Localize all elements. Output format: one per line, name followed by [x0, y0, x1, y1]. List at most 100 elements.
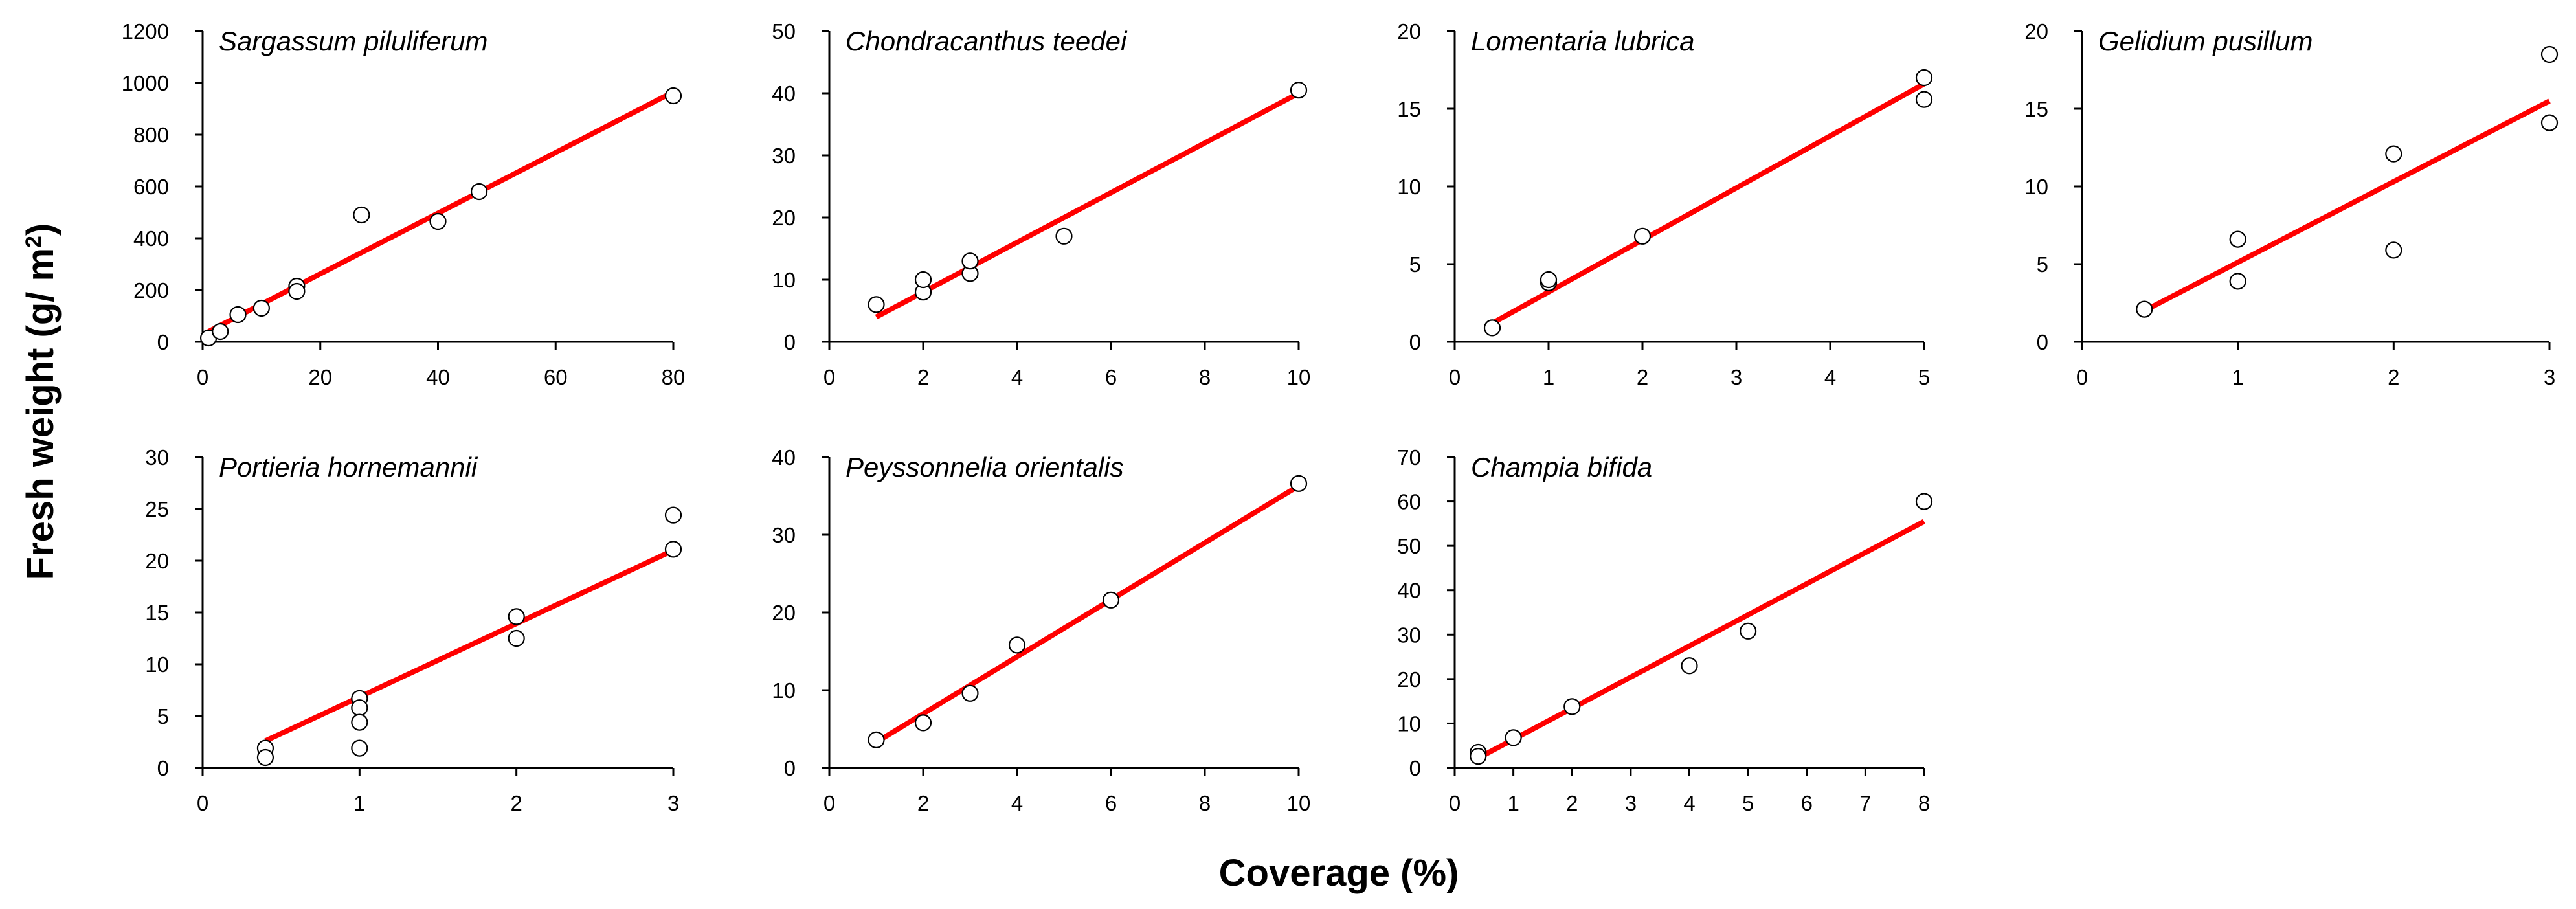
x-tick-label: 6	[1801, 791, 1813, 815]
y-tick-label: 50	[772, 19, 796, 43]
regression-line	[264, 548, 675, 744]
y-tick-label: 15	[145, 601, 169, 625]
y-tick-label: 20	[772, 601, 796, 625]
chart-panel-4: 0 5 10 15 20 0 1 2 3 Gelidium pusillum	[2024, 19, 2559, 389]
data-point	[664, 541, 682, 558]
data-point	[353, 206, 370, 224]
panel-title: Lomentaria lubrica	[1471, 26, 1695, 56]
y-tick-label: 15	[1397, 97, 1421, 121]
panel-title: Sargassum piluliferum	[219, 26, 488, 56]
data-point	[252, 299, 270, 317]
data-point	[508, 608, 525, 625]
chart-panel-3: 0 5 10 15 20 0 1 2 3 4 5 Lomentaria lubrica	[1397, 19, 1933, 389]
y-tick-label: 1200	[122, 19, 169, 43]
x-tick-label: 3	[1730, 365, 1742, 389]
data-point	[1102, 591, 1120, 609]
x-tick-label: 2	[1566, 791, 1578, 815]
panel-title: Chondracanthus teedei	[846, 26, 1128, 56]
x-tick-label: 10	[1287, 791, 1311, 815]
x-tick-label: 2	[510, 791, 522, 815]
y-tick-label: 10	[1397, 712, 1421, 735]
y-axis-title-superscript: 2	[21, 236, 46, 248]
y-tick-label: 0	[784, 330, 796, 354]
data-point	[1055, 227, 1073, 245]
x-tick-label: 4	[1011, 365, 1023, 389]
y-tick-label: 20	[772, 206, 796, 230]
y-tick-label: 10	[772, 268, 796, 292]
x-tick-label: 40	[426, 365, 450, 389]
x-tick-label: 0	[823, 365, 835, 389]
x-tick-label: 10	[1287, 365, 1311, 389]
y-tick-label: 0	[2037, 330, 2048, 354]
data-point	[2385, 145, 2402, 163]
x-tick-label: 8	[1918, 791, 1930, 815]
data-point	[664, 506, 682, 524]
chart-panel-7: 0 10 20 30 40 50 60 70 0 1 2 3 4 5 6 7 8 Champia bifida	[1397, 445, 1933, 815]
data-point	[961, 252, 979, 270]
x-tick-label: 60	[544, 365, 568, 389]
data-point	[1483, 319, 1501, 337]
x-tick-label: 1	[353, 791, 365, 815]
data-point	[914, 271, 932, 289]
y-tick-label: 0	[784, 756, 796, 780]
x-tick-label: 7	[1859, 791, 1871, 815]
y-tick-label: 0	[1409, 330, 1421, 354]
x-tick-label: 2	[917, 791, 929, 815]
y-tick-label: 30	[772, 144, 796, 168]
regression-line	[875, 483, 1301, 745]
x-tick-label: 0	[1449, 365, 1461, 389]
x-tick-label: 8	[1199, 791, 1211, 815]
data-point	[868, 731, 885, 748]
data-point	[1681, 657, 1698, 675]
data-point	[288, 282, 306, 300]
y-tick-label: 40	[772, 445, 796, 469]
data-point	[1290, 475, 1308, 492]
y-tick-label: 20	[145, 549, 169, 573]
y-tick-label: 40	[1397, 579, 1421, 603]
x-tick-label: 2	[2388, 365, 2399, 389]
x-tick-label: 6	[1105, 791, 1117, 815]
chart-panel-1: 0 200 400 600 800 1000 1200 0 20 40 60 80 Sargassum …	[122, 19, 686, 389]
data-point	[212, 322, 229, 341]
data-point	[961, 684, 979, 702]
regression-line	[875, 91, 1300, 320]
y-tick-label: 10	[772, 679, 796, 702]
data-point	[1915, 493, 1933, 510]
panel-title: Gelidium pusillum	[2098, 26, 2313, 56]
y-tick-label: 1000	[122, 71, 169, 95]
data-point	[229, 306, 247, 324]
data-point	[1470, 748, 1487, 765]
x-tick-label: 0	[1449, 791, 1461, 815]
x-tick-label: 20	[308, 365, 332, 389]
x-tick-label: 4	[1824, 365, 1836, 389]
regression-line	[1477, 519, 1925, 761]
x-axis-title: Coverage (%)	[1219, 852, 1459, 894]
y-tick-label: 15	[2024, 97, 2048, 121]
regression-line	[1491, 82, 1925, 326]
chart-panel-2: 0 10 20 30 40 50 0 2 4 6 8 10 Chondracanthus teedei	[772, 19, 1310, 389]
panel-title: Champia bifida	[1471, 452, 1652, 482]
y-axis-title-main: Fresh weight (g/ m	[19, 248, 62, 579]
y-axis-title: Fresh weight (g/ m2)	[19, 223, 62, 580]
x-tick-label: 0	[2076, 365, 2088, 389]
x-tick-label: 3	[1625, 791, 1637, 815]
y-tick-label: 10	[145, 653, 169, 677]
y-tick-label: 800	[133, 123, 169, 147]
y-tick-label: 20	[2024, 19, 2048, 43]
x-tick-label: 5	[1918, 365, 1930, 389]
data-point	[351, 713, 368, 731]
data-point	[914, 714, 932, 732]
data-point	[508, 629, 525, 647]
data-point	[2540, 45, 2559, 63]
x-tick-label: 2	[1637, 365, 1648, 389]
data-point	[868, 296, 885, 313]
x-tick-label: 4	[1683, 791, 1695, 815]
x-tick-label: 80	[662, 365, 686, 389]
x-tick-label: 3	[2544, 365, 2555, 389]
y-tick-label: 0	[157, 756, 169, 780]
data-point	[2540, 114, 2559, 131]
regression-line	[207, 89, 675, 334]
y-tick-label: 600	[133, 175, 169, 199]
y-tick-label: 0	[157, 330, 169, 354]
